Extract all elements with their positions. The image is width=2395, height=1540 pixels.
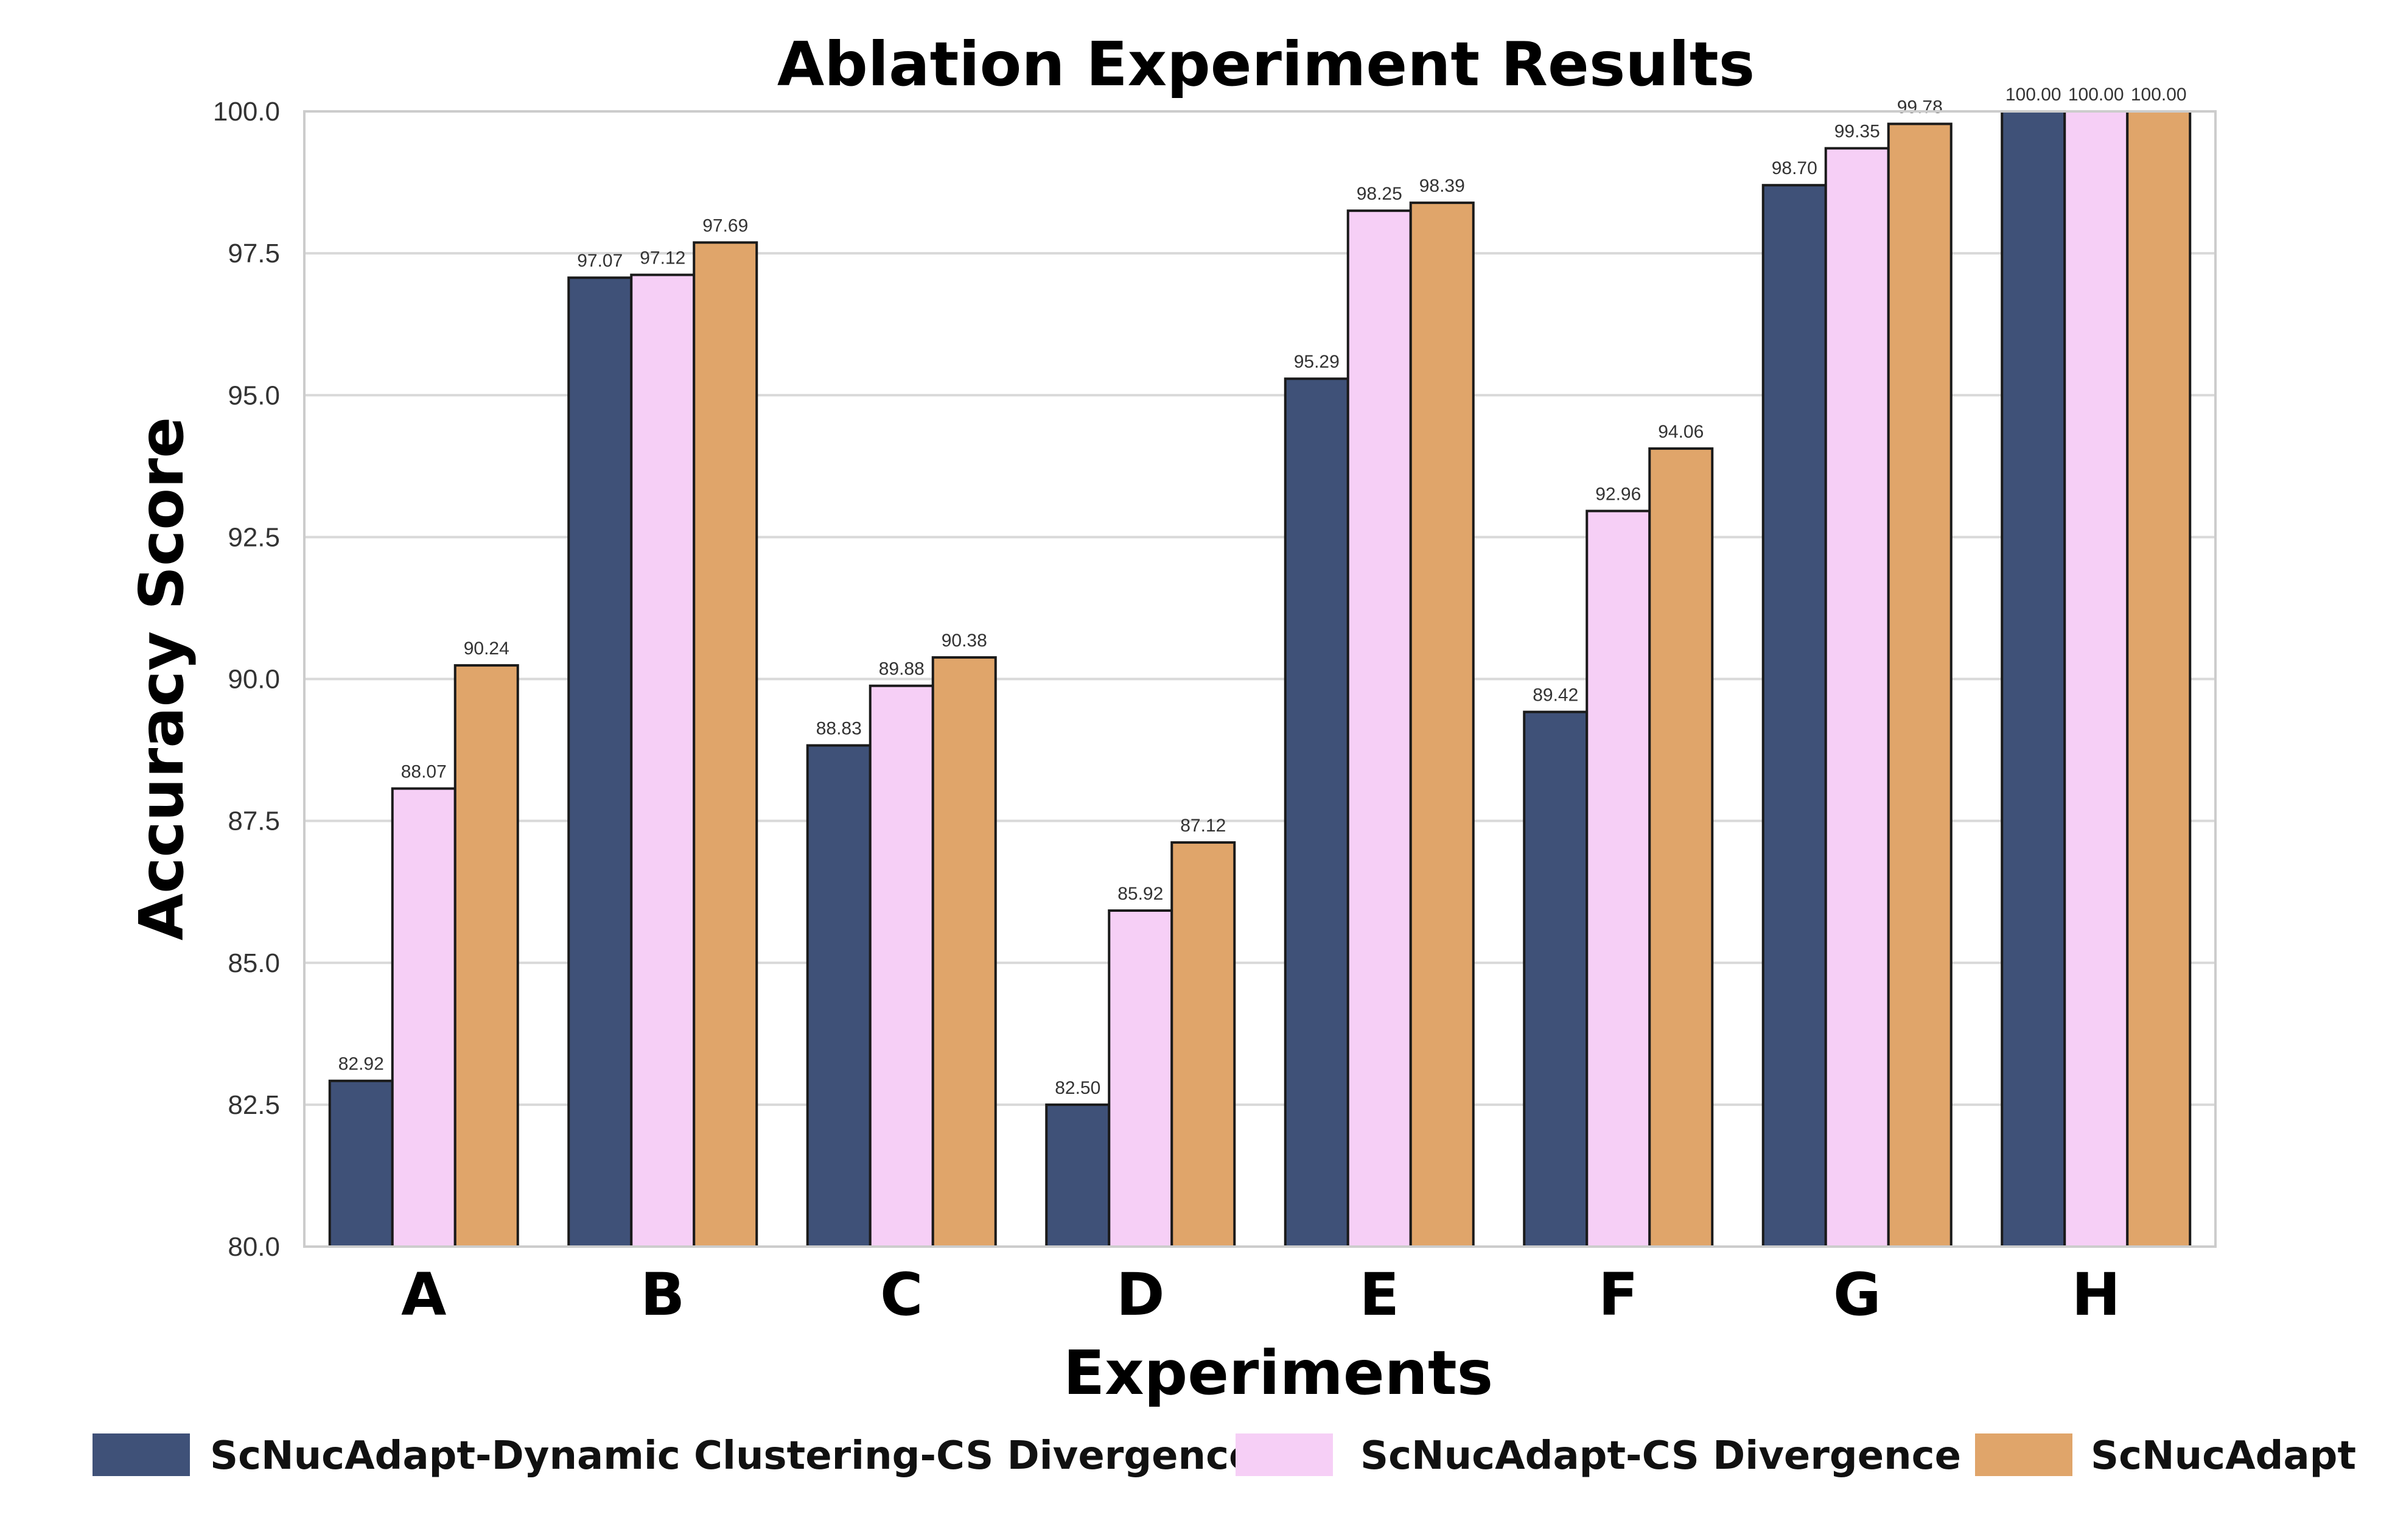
y-tick-label: 87.5 [228, 807, 280, 836]
bar-h-series-3 [2126, 110, 2192, 1248]
data-label: 97.69 [702, 215, 748, 236]
y-tick-label: 97.5 [228, 239, 280, 268]
data-label: 88.07 [401, 761, 447, 782]
x-category-label: H [2072, 1261, 2121, 1329]
x-axis-title: Experiments [1063, 1337, 1493, 1409]
data-label: 90.38 [942, 631, 987, 651]
bar-d-series-2 [1108, 909, 1173, 1248]
bar-g-series-2 [1824, 147, 1890, 1248]
x-axis-categories: A B C D E F G H [401, 1261, 2121, 1329]
legend-label-2: ScNucAdapt-CS Divergence [1360, 1433, 1961, 1479]
data-label: 98.25 [1357, 184, 1402, 204]
data-label: 95.29 [1294, 352, 1340, 372]
x-category-label: D [1116, 1261, 1165, 1329]
bar-e-series-1 [1284, 377, 1349, 1248]
bars [328, 110, 2192, 1248]
x-category-label: B [640, 1261, 685, 1329]
data-label: 99.35 [1834, 122, 1880, 142]
bar-c-series-1 [806, 744, 872, 1248]
data-label: 85.92 [1117, 884, 1163, 904]
x-category-label: A [401, 1261, 446, 1329]
bar-e-series-2 [1346, 209, 1412, 1248]
y-axis-ticks: 80.0 82.5 85.0 87.5 90.0 92.5 95.0 97.5 100.0 [213, 97, 280, 1262]
bar-d-series-3 [1170, 841, 1236, 1248]
data-label: 89.88 [879, 659, 925, 679]
y-tick-label: 90.0 [228, 665, 280, 695]
y-tick-label: 95.0 [228, 380, 280, 410]
bar-b-series-1 [567, 276, 633, 1248]
x-category-label: E [1359, 1261, 1399, 1329]
bar-b-series-2 [630, 273, 696, 1248]
y-tick-label: 100.0 [213, 97, 280, 127]
data-label: 97.07 [577, 251, 623, 271]
legend-swatch-2 [1236, 1433, 1333, 1476]
bar-d-series-1 [1045, 1103, 1111, 1248]
bar-f-series-2 [1586, 509, 1651, 1248]
legend-label-1: ScNucAdapt-Dynamic Clustering-CS Diverge… [210, 1433, 1255, 1479]
bar-c-series-2 [869, 684, 934, 1248]
bar-a-series-2 [391, 787, 456, 1248]
data-label: 100.00 [2068, 85, 2124, 105]
data-label: 97.12 [640, 248, 685, 268]
bar-b-series-3 [693, 241, 758, 1248]
bar-h-series-2 [2063, 110, 2129, 1248]
bar-h-series-1 [2001, 110, 2066, 1248]
data-label: 90.24 [464, 639, 509, 659]
data-label: 87.12 [1180, 816, 1226, 836]
bar-a-series-3 [453, 664, 519, 1248]
y-tick-label: 82.5 [228, 1090, 280, 1120]
y-tick-label: 85.0 [228, 948, 280, 978]
data-label: 89.42 [1533, 685, 1578, 705]
data-label: 98.39 [1419, 176, 1465, 196]
data-label: 82.50 [1055, 1078, 1100, 1098]
legend-label-3: ScNucAdapt [2091, 1433, 2356, 1479]
x-category-label: G [1833, 1261, 1881, 1329]
plot-frame [303, 110, 2217, 1248]
bar-a-series-1 [328, 1079, 394, 1248]
data-label: 99.78 [1897, 97, 1943, 117]
y-tick-label: 80.0 [228, 1232, 280, 1262]
data-label: 94.06 [1658, 422, 1704, 442]
data-label: 100.00 [2131, 85, 2187, 105]
legend-swatch-1 [93, 1433, 190, 1476]
y-tick-label: 92.5 [228, 522, 280, 552]
data-label: 82.92 [338, 1054, 384, 1074]
bar-e-series-3 [1409, 201, 1475, 1248]
x-category-label: C [880, 1261, 923, 1329]
legend: ScNucAdapt-Dynamic Clustering-CS Diverge… [93, 1433, 2356, 1479]
bar-g-series-3 [1887, 122, 1953, 1248]
bar-g-series-1 [1761, 184, 1827, 1248]
data-label: 88.83 [816, 719, 862, 739]
bar-f-series-3 [1648, 447, 1714, 1248]
data-label: 92.96 [1595, 484, 1641, 504]
data-label: 100.00 [2005, 85, 2061, 105]
bar-f-series-1 [1523, 710, 1589, 1248]
data-labels: 82.92 88.07 90.24 97.07 97.12 97.69 88.83 89.88… [338, 85, 2187, 1098]
y-axis-title: Accuracy Score [126, 417, 197, 940]
data-label: 98.70 [1772, 158, 1817, 178]
bar-c-series-3 [931, 656, 997, 1248]
x-category-label: F [1598, 1261, 1638, 1329]
chart-title: Ablation Experiment Results [777, 29, 1755, 100]
legend-swatch-3 [1975, 1433, 2072, 1476]
